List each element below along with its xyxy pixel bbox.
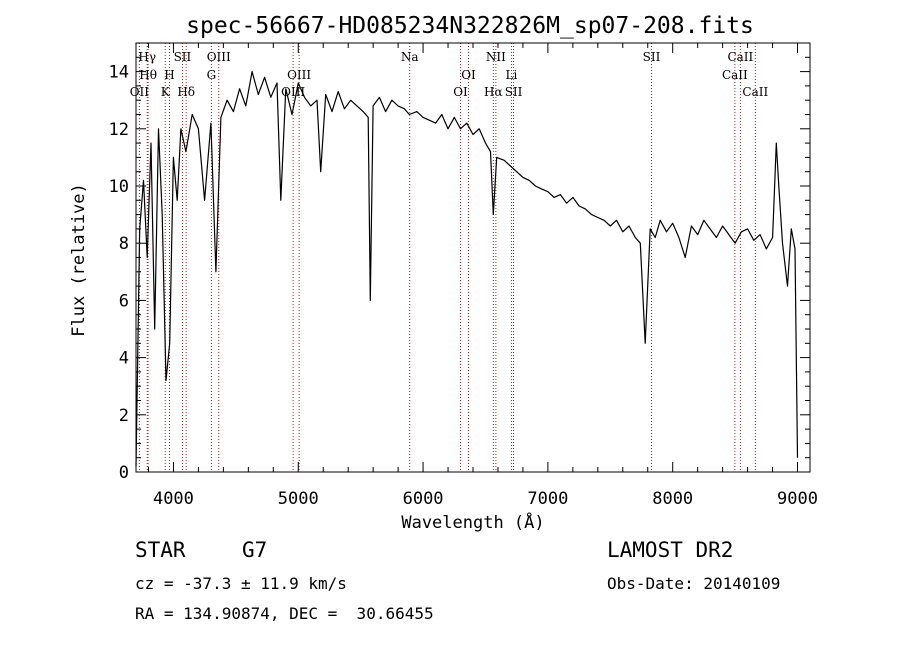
line-marker-label-20: CaII [722,68,748,82]
line-marker-label-14: Li [506,68,518,82]
x-axis-label: Wavelength (Å) [401,511,544,533]
line-marker-label-9: OIII [287,68,311,82]
x-tick-label-6000: 6000 [403,489,444,509]
line-markers [138,43,756,472]
x-tick-label-8000: 8000 [652,489,693,509]
line-marker-label-8: G [207,68,217,82]
y-tick-label-0: 0 [119,463,129,483]
line-marker-label-6: Hδ [177,85,195,99]
y-axis-label: Flux (relative) [69,183,89,337]
line-marker-label-13: OI [461,68,476,82]
y-tick-label-14: 14 [109,63,129,83]
line-marker-label-5: K [161,85,171,99]
y-tick-label-12: 12 [109,120,129,140]
y-tick-label-8: 8 [119,234,129,254]
line-marker-label-12: NII [486,50,506,64]
line-marker-label-17: SII [505,85,523,99]
x-tick-label-4000: 4000 [153,489,194,509]
line-marker-label-4: H [164,68,174,82]
y-axis-ticks: 0 2 4 6 8 10 12 14 [109,42,810,483]
x-axis-ticks: 4000 5000 6000 7000 8000 9000 [147,43,818,509]
line-marker-label-18: SII [643,50,661,64]
x-tick-label-7000: 7000 [527,489,568,509]
line-marker-label-15: OI [453,85,468,99]
chart-title: spec-56667-HD085234N322826M_sp07-208.fit… [186,13,754,39]
observation-date: Obs-Date: 20140109 [607,574,781,593]
x-tick-label-9000: 9000 [777,489,818,509]
line-marker-label-1: Hθ [139,68,157,82]
line-marker-label-2: OII [130,85,150,99]
line-marker-label-19: CaII [727,50,753,64]
plot-frame [135,42,811,473]
y-tick-label-6: 6 [119,291,129,311]
redshift-cz: cz = -37.3 ± 11.9 km/s [135,574,347,593]
y-tick-label-4: 4 [119,349,129,369]
y-tick-label-2: 2 [119,406,129,426]
spectrum-line [135,71,799,467]
line-marker-label-3: SII [174,50,192,64]
line-marker-label-16: Hα [484,85,503,99]
line-marker-label-21: CaII [742,85,768,99]
coordinates: RA = 134.90874, DEC = 30.66455 [135,604,434,623]
line-marker-label-0: Hγ [138,50,156,64]
y-tick-label-10: 10 [109,177,129,197]
line-marker-label-7: OIII [207,50,231,64]
object-class: STAR [135,538,186,562]
survey-name: LAMOST DR2 [607,538,734,562]
object-subclass: G7 [242,538,268,562]
line-marker-label-11: Na [401,50,419,64]
x-tick-label-5000: 5000 [278,489,319,509]
